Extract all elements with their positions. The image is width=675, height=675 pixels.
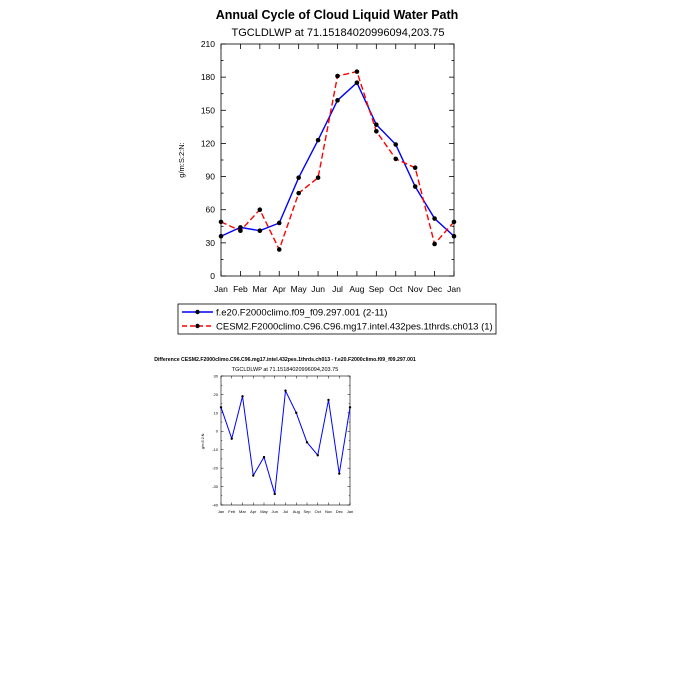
- x-tick-label: Jan: [214, 284, 228, 294]
- x-tick-label: Jan: [218, 509, 224, 514]
- chart1-title: Annual Cycle of Cloud Liquid Water Path: [216, 8, 459, 22]
- data-point-series-2: [315, 175, 321, 180]
- x-tick-label: Jul: [283, 509, 288, 514]
- data-point-series-2: [276, 247, 282, 252]
- chart1-legend: f.e20.F2000climo.f09_f09.297.001 (2-11) …: [177, 303, 497, 335]
- data-point-series-1: [315, 137, 321, 143]
- series-line-1: [220, 81, 455, 237]
- x-tick-label: Oct: [389, 284, 403, 294]
- x-tick-label: Dec: [336, 509, 343, 514]
- y-tick-label: 150: [201, 105, 215, 115]
- data-point-series-2: [393, 156, 399, 162]
- x-tick-label: Sep: [369, 284, 384, 294]
- data-point-series-1: [316, 454, 319, 457]
- y-tick-label: 120: [201, 138, 215, 148]
- chart2-title: Difference CESM2.F2000climo.C96.C96.mg17…: [154, 357, 416, 363]
- data-point-series-1: [262, 455, 266, 459]
- data-point-series-1: [338, 472, 341, 475]
- x-tick-label: Sep: [303, 509, 311, 514]
- data-point-series-1: [276, 220, 282, 226]
- data-point-series-1: [335, 98, 340, 103]
- x-tick-label: Jun: [272, 509, 278, 514]
- y-tick-label: -10: [212, 447, 219, 452]
- y-tick-label: 210: [201, 39, 215, 49]
- data-point-series-1: [432, 216, 437, 221]
- y-tick-label: 30: [206, 238, 216, 248]
- data-point-series-2: [412, 165, 418, 171]
- data-point-series-2: [354, 69, 360, 74]
- x-tick-label: Aug: [349, 284, 364, 294]
- y-tick-label: 0: [210, 271, 215, 281]
- series-line-1: [220, 388, 351, 495]
- data-point-series-2: [296, 190, 301, 196]
- data-point-series-2: [374, 128, 379, 134]
- data-point-series-1: [252, 474, 255, 477]
- x-tick-label: Mar: [253, 284, 268, 294]
- x-tick-label: May: [260, 509, 268, 514]
- data-point-series-1: [241, 395, 244, 398]
- data-point-series-1: [374, 122, 379, 127]
- x-tick-label: Dec: [427, 284, 443, 294]
- y-tick-label: 0: [216, 429, 219, 434]
- chart1-subtitle: TGCLDLWP at 71.15184020996094,203.75: [231, 27, 444, 39]
- data-point-series-1: [219, 406, 223, 409]
- x-tick-label: Nov: [325, 509, 332, 514]
- y-tick-label: -20: [212, 466, 219, 471]
- data-point-series-1: [451, 233, 457, 239]
- x-tick-label: Apr: [250, 509, 257, 514]
- x-tick-label: Feb: [228, 509, 236, 514]
- x-tick-label: Jun: [311, 284, 325, 294]
- data-point-series-1: [230, 437, 233, 440]
- legend-label-series-2: CESM2.F2000climo.C96.C96.mg17.intel.432p…: [216, 322, 493, 333]
- chart1-plot: 0 30 60 90 120 150 180 210 Jan Feb Mar Apr May Jun Jul…: [201, 39, 461, 294]
- data-point-series-1: [273, 492, 276, 496]
- y-tick-label: 30: [214, 373, 219, 378]
- y-tick-label: 180: [201, 72, 215, 82]
- data-point-series-1: [305, 441, 309, 444]
- data-point-series-2: [218, 219, 224, 225]
- data-point-series-1: [257, 228, 263, 234]
- legend-box: [177, 303, 497, 335]
- data-point-series-1: [327, 398, 330, 402]
- data-point-series-1: [238, 225, 243, 230]
- chart2-ylabel: g/m:S:2:N:: [201, 433, 205, 450]
- x-tick-label: Jul: [332, 284, 343, 294]
- data-point-series-1: [412, 184, 418, 189]
- x-tick-label: Jan: [347, 509, 353, 514]
- x-tick-label: Feb: [233, 284, 248, 294]
- chart1-ylabel: g/m:S:2:N:: [177, 142, 186, 177]
- data-point-series-2: [335, 73, 340, 79]
- y-tick-label: 10: [214, 410, 219, 415]
- data-point-series-1: [393, 142, 399, 147]
- data-point-series-1: [354, 80, 360, 85]
- data-point-series-2: [451, 219, 457, 225]
- y-tick-label: -30: [212, 484, 219, 489]
- data-point-series-2: [257, 207, 263, 213]
- data-point-series-2: [432, 241, 437, 247]
- x-tick-label: Jan: [447, 284, 461, 294]
- data-point-series-2: [238, 228, 243, 234]
- x-tick-label: Apr: [273, 284, 286, 294]
- data-point-series-1: [295, 411, 298, 415]
- data-point-series-1: [348, 406, 352, 409]
- legend-marker-series-1: [195, 309, 200, 315]
- y-tick-label: 20: [214, 392, 219, 397]
- x-tick-label: Nov: [408, 284, 424, 294]
- x-tick-label: Aug: [293, 509, 300, 514]
- chart2-subtitle: TGCLDLWP at 71.15184020996094,203.75: [232, 367, 339, 373]
- y-tick-label: -40: [212, 502, 219, 507]
- y-tick-label: 90: [206, 172, 216, 182]
- x-tick-label: Mar: [239, 509, 247, 514]
- y-tick-label: 60: [206, 205, 216, 215]
- data-point-series-1: [218, 233, 224, 239]
- legend-marker-series-2: [195, 323, 200, 329]
- data-point-series-1: [284, 389, 287, 392]
- x-tick-label: Oct: [315, 509, 322, 514]
- data-point-series-1: [296, 175, 301, 180]
- chart2-plot: -40 -30 -20 -10 0 10 20 30 Jan Feb Mar Apr May Jun Jul…: [212, 373, 353, 514]
- x-tick-label: May: [291, 284, 308, 294]
- legend-label-series-1: f.e20.F2000climo.f09_f09.297.001 (2-11): [216, 308, 387, 319]
